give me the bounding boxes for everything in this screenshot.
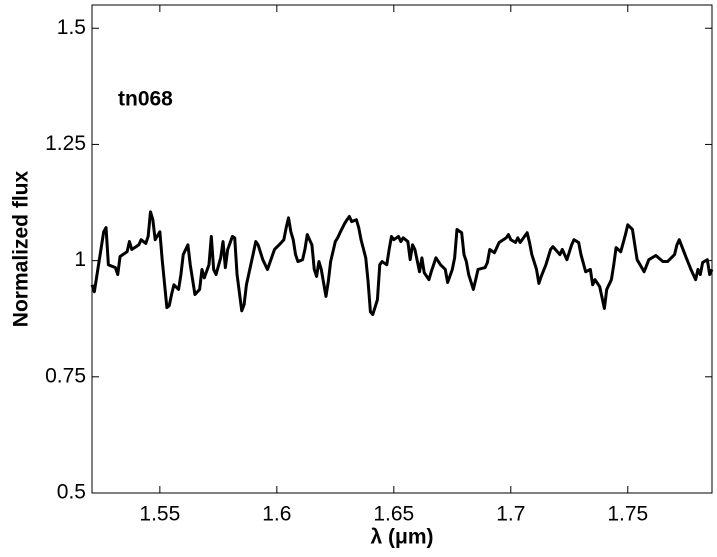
x-tick-label: 1.6: [262, 503, 291, 526]
y-axis-label: Normalized flux: [10, 171, 33, 328]
data-line: [90, 210, 714, 317]
y-tick-label: 1.5: [57, 16, 86, 39]
annotation: tn068: [118, 88, 173, 111]
y-tick-label: 0.5: [57, 481, 86, 504]
y-tick-label: 1: [74, 248, 86, 271]
x-tick-label: 1.55: [139, 503, 180, 526]
x-tick-label: 1.75: [607, 503, 648, 526]
x-tick-label: 1.7: [496, 503, 525, 526]
y-tick-label: 1.25: [45, 132, 86, 155]
y-tick-label: 0.75: [45, 364, 86, 387]
x-tick-label: 1.65: [373, 503, 414, 526]
plot-frame: [91, 4, 713, 494]
x-axis-label: λ (μm): [370, 526, 433, 549]
